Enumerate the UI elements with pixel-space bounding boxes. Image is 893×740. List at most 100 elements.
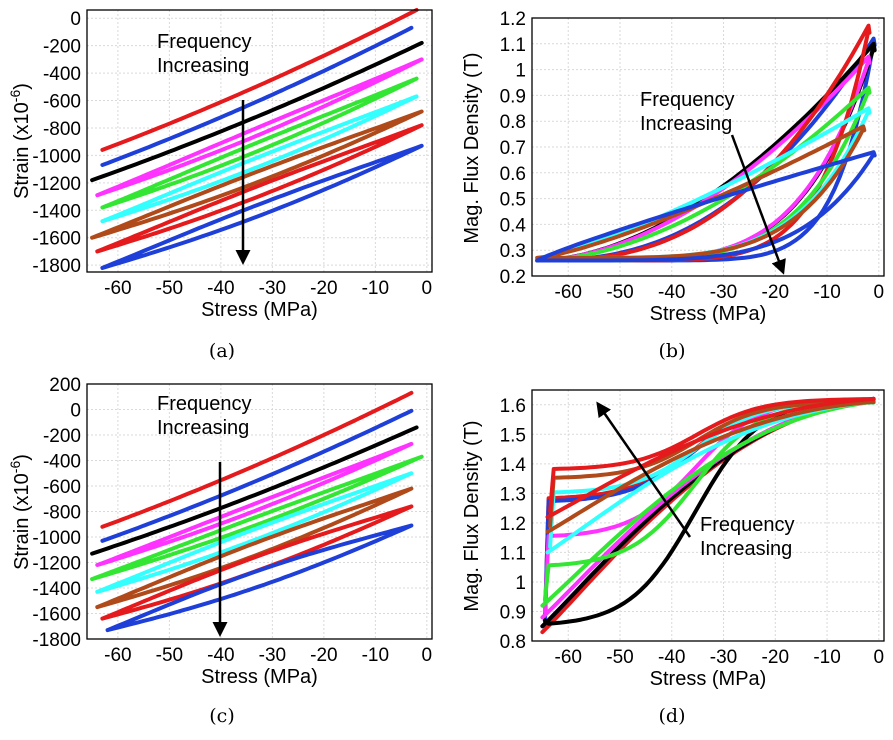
x-tick-label: -10 [813, 282, 840, 303]
y-tick-label: -1600 [32, 605, 81, 626]
annotation-line1: Frequency [700, 514, 795, 536]
y-tick-label: 0.6 [500, 164, 526, 185]
series-group [90, 390, 424, 633]
x-tick-label: -40 [207, 278, 234, 299]
y-tick-label: -600 [43, 92, 81, 113]
x-tick-label: -60 [555, 647, 582, 668]
series-line [535, 36, 877, 263]
y-axis-label: Strain (x10-6) [7, 454, 33, 570]
y-tick-label: -600 [43, 477, 81, 498]
series-line [95, 57, 424, 198]
x-tick-label: -20 [762, 647, 789, 668]
y-tick-label: -1800 [32, 630, 81, 651]
y-tick-label: -1000 [32, 146, 81, 167]
plot-frame [531, 17, 885, 277]
frequency-arrow [596, 401, 692, 538]
annotation-line2: Increasing [640, 113, 732, 135]
annotation-line2: Increasing [700, 538, 792, 560]
series-line [535, 54, 872, 263]
series-line [545, 396, 876, 519]
series-group [90, 8, 424, 270]
annotation-line1: Frequency [640, 89, 735, 111]
x-tick-label: -40 [207, 645, 234, 666]
x-tick-label: 0 [874, 282, 885, 303]
y-axis-label: Mag. Flux Density (T) [461, 52, 483, 243]
y-tick-label: 0.8 [500, 112, 526, 133]
x-tick-label: 0 [422, 278, 433, 299]
panel-caption: (b) [659, 340, 686, 362]
x-tick-label: -20 [310, 278, 337, 299]
y-axis-label: Strain (x10-6) [7, 83, 33, 199]
series-line [100, 408, 414, 543]
series-line [535, 23, 872, 263]
y-tick-label: 0.5 [500, 190, 526, 211]
y-tick-label: -1800 [32, 256, 81, 277]
x-tick-label: -60 [104, 645, 131, 666]
y-tick-label: 1.2 [500, 514, 526, 535]
x-tick-label: 0 [874, 647, 885, 668]
y-tick-label: 1.5 [500, 425, 526, 446]
y-tick-label: 0.9 [500, 86, 526, 107]
series-line [95, 486, 414, 610]
series-line [90, 425, 419, 556]
x-tick-label: -60 [104, 278, 131, 299]
y-tick-label: 1.2 [500, 9, 526, 30]
series-line [545, 399, 876, 534]
panel-caption: (c) [209, 705, 234, 727]
panel-caption: (d) [659, 705, 686, 727]
x-tick-label: -10 [813, 647, 840, 668]
y-tick-label: -800 [43, 119, 81, 140]
x-axis-label: Stress (MPa) [650, 668, 767, 690]
series-line [540, 396, 876, 620]
x-tick-label: -50 [156, 645, 183, 666]
series-line [535, 150, 877, 263]
x-tick-label: -30 [259, 645, 286, 666]
x-tick-label: -10 [362, 278, 389, 299]
y-tick-label: -800 [43, 503, 81, 524]
y-tick-label: 0.3 [500, 241, 526, 262]
x-tick-label: -50 [606, 647, 633, 668]
y-tick-label: -200 [43, 37, 81, 58]
y-tick-label: 1.1 [500, 543, 526, 564]
y-tick-label: -400 [43, 452, 81, 473]
series-line [95, 441, 414, 567]
frequency-arrow [730, 134, 786, 275]
x-tick-label: -40 [658, 282, 685, 303]
x-tick-label: -50 [606, 282, 633, 303]
series-line [90, 454, 424, 582]
x-tick-label: -30 [259, 278, 286, 299]
annotation-line1: Frequency [157, 31, 252, 53]
series-line [100, 94, 419, 224]
x-tick-label: -50 [156, 278, 183, 299]
plot-frame [86, 383, 433, 640]
chart-panel-c: -60 -50 -40 -30 -20 -10 0 200 0 -200 -400 -600 -800 -… [7, 375, 433, 727]
annotation-line2: Increasing [157, 417, 249, 439]
y-tick-label: 1 [515, 61, 526, 82]
plot-frame [531, 389, 885, 642]
x-axis-label: Stress (MPa) [201, 299, 318, 321]
y-tick-label: 0.4 [500, 215, 527, 236]
chart-panel-b: -60 -50 -40 -30 -20 -10 0 1.2 1.1 1 0.9 0.8 0.7 0.6 0.… [461, 9, 885, 362]
x-axis-label: Stress (MPa) [201, 666, 318, 688]
series-line [535, 41, 877, 263]
y-tick-label: 1.4 [500, 455, 527, 476]
y-tick-label: 1.3 [500, 484, 526, 505]
y-tick-label: 1.1 [500, 35, 526, 56]
y-tick-label: -400 [43, 64, 81, 85]
x-tick-label: -30 [710, 647, 737, 668]
y-tick-label: -1400 [32, 579, 81, 600]
chart-panel-d: -60 -50 -40 -30 -20 -10 0 1.6 1.5 1.4 1.3 1.2 1.1 1 0.… [461, 389, 885, 727]
y-tick-label: -1600 [32, 229, 81, 250]
y-tick-label: 1 [515, 573, 526, 594]
series-group [540, 396, 876, 635]
series-line [100, 390, 414, 529]
series-line [90, 109, 424, 240]
y-tick-label: 200 [49, 375, 81, 396]
panel-caption: (a) [209, 340, 235, 362]
y-tick-label: -1200 [32, 554, 81, 575]
annotation-line1: Frequency [157, 393, 252, 415]
x-axis-label: Stress (MPa) [650, 303, 767, 325]
x-tick-label: -30 [710, 282, 737, 303]
y-tick-label: 0.7 [500, 138, 526, 159]
